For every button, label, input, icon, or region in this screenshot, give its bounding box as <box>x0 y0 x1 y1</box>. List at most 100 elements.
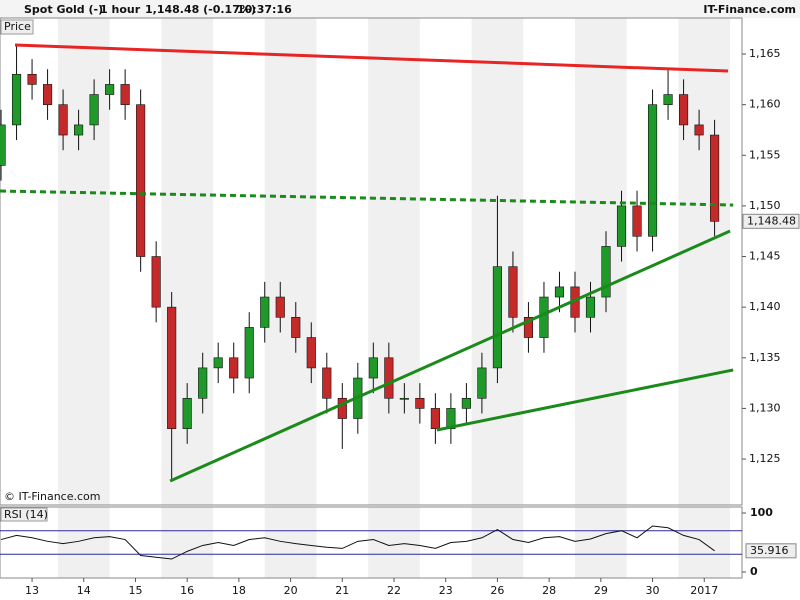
day-band <box>678 507 731 578</box>
x-tick-label: 13 <box>25 584 39 597</box>
interval: 1 hour <box>100 3 141 16</box>
day-band <box>57 507 110 578</box>
x-tick-label: 30 <box>646 584 660 597</box>
day-band <box>368 18 420 505</box>
x-tick-label: 29 <box>594 584 608 597</box>
candle-body <box>11 73 22 126</box>
last-quote: 1,148.48 (-0.17%) <box>145 3 256 16</box>
day-band <box>368 507 420 578</box>
day-band <box>161 507 214 578</box>
x-tick-label: 20 <box>284 584 298 597</box>
x-tick-label: 14 <box>77 584 91 597</box>
candle-body <box>601 246 611 298</box>
candle-body <box>523 316 534 338</box>
header-bar <box>0 0 800 18</box>
candle-body <box>260 296 270 328</box>
rsi-tick-label: 0 <box>750 565 758 578</box>
day-band <box>678 18 731 505</box>
y-tick-label: 1,145 <box>749 250 781 263</box>
y-tick-label: 1,130 <box>749 401 781 414</box>
candle-body <box>105 84 115 95</box>
candle-body <box>647 104 658 237</box>
day-band <box>264 18 317 505</box>
candle-body <box>539 296 549 338</box>
x-tick-label: 16 <box>180 584 194 597</box>
panel-label-box <box>0 19 34 35</box>
candle-body <box>229 357 239 379</box>
candle-body <box>461 397 471 409</box>
candle-body <box>415 397 425 409</box>
day-band <box>574 507 627 578</box>
rsi-line <box>0 525 715 560</box>
x-tick-label: 22 <box>387 584 401 597</box>
x-tick-label: 21 <box>335 584 349 597</box>
day-band <box>471 507 524 578</box>
y-tick-label: 1,135 <box>749 351 781 364</box>
candle-body <box>275 296 285 318</box>
candle-body <box>492 266 502 369</box>
symbol: Spot Gold (-) <box>24 3 103 16</box>
x-tick-label: 26 <box>490 584 504 597</box>
rsi-label: RSI (14) <box>4 508 48 521</box>
candle-body <box>663 94 673 105</box>
y-tick-label: 1,140 <box>749 300 781 313</box>
rsi-tick-label: 100 <box>750 506 773 519</box>
candle-body <box>322 367 332 399</box>
x-tick-label: 15 <box>128 584 142 597</box>
candle-body <box>0 124 6 166</box>
candle-body <box>120 84 130 105</box>
x-tick-label: 18 <box>232 584 246 597</box>
candle-body <box>291 316 301 338</box>
last-price-box <box>742 213 800 229</box>
candle-body <box>399 397 409 400</box>
trendline <box>169 229 731 483</box>
y-tick-label: 1,155 <box>749 148 781 161</box>
trendline <box>0 189 734 207</box>
candle-body <box>508 266 518 318</box>
candle-body <box>198 367 208 399</box>
day-band <box>57 18 110 505</box>
candle-body <box>182 397 192 429</box>
candle-body <box>58 104 68 136</box>
price-panel <box>0 17 743 506</box>
candle-body <box>477 367 487 399</box>
x-tick-label: 28 <box>542 584 556 597</box>
candle-body <box>384 357 394 399</box>
y-tick-label: 1,160 <box>749 98 781 111</box>
panel-label: Price <box>4 20 31 33</box>
candle-body <box>167 306 177 429</box>
candle-body <box>694 124 704 136</box>
brand: IT-Finance.com <box>703 3 796 16</box>
rsi-panel <box>0 506 743 579</box>
candle-body <box>244 327 254 379</box>
candle-body <box>27 73 37 85</box>
trendline <box>14 43 729 73</box>
y-tick-label: 1,125 <box>749 452 781 465</box>
candle-body <box>151 256 161 308</box>
copyright: © IT-Finance.com <box>4 490 101 503</box>
y-tick-label: 1,150 <box>749 199 781 212</box>
candle-body <box>585 296 596 318</box>
candle-body <box>616 205 627 247</box>
x-tick-label: 23 <box>439 584 453 597</box>
candle-body <box>554 286 565 298</box>
candle-body <box>430 408 440 429</box>
candle-body <box>337 397 347 419</box>
rsi-last-box <box>745 543 797 559</box>
rsi-last-label: 35.916 <box>750 544 789 557</box>
candle-body <box>306 337 316 369</box>
day-band <box>574 18 627 505</box>
trendline <box>436 368 734 432</box>
last-price-label: 1,148.48 <box>747 214 796 227</box>
candle-body <box>213 357 223 369</box>
candle-body <box>710 134 720 222</box>
y-tick-label: 1,165 <box>749 47 781 60</box>
x-tick-label: 2017 <box>690 584 718 597</box>
candle-body <box>368 357 378 379</box>
rsi-label-box <box>0 507 48 522</box>
time: 10:37:16 <box>237 3 292 16</box>
candle-body <box>43 84 53 105</box>
candle-body <box>89 94 99 126</box>
candle-body <box>74 124 84 136</box>
